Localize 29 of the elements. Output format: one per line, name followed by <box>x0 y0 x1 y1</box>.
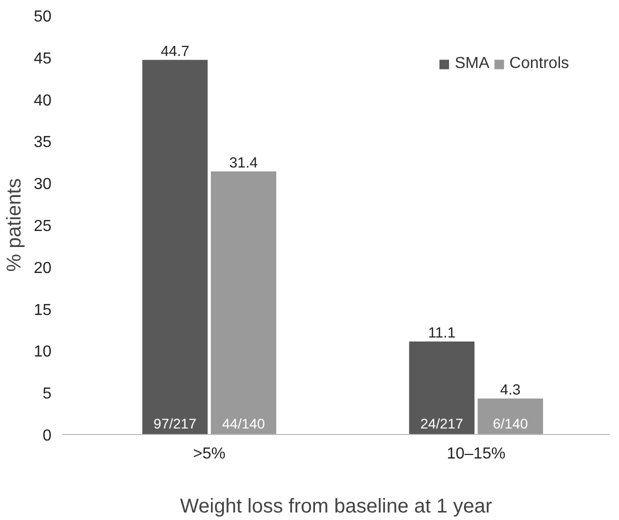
y-tick-label: 0 <box>42 428 52 444</box>
data-label: 4.3 <box>500 382 521 398</box>
y-tick-label: 20 <box>34 260 52 277</box>
x-tick-label: >5% <box>193 446 226 462</box>
bar <box>142 60 208 434</box>
data-label: 31.4 <box>229 155 258 172</box>
y-tick-label: 50 <box>34 8 52 26</box>
bar <box>409 341 474 434</box>
legend-label: Controls <box>509 55 569 73</box>
y-tick-label: 45 <box>34 50 52 68</box>
annotation: 97/217 <box>154 416 197 432</box>
annotation: 44/140 <box>222 416 266 432</box>
annotation: 24/217 <box>420 416 464 432</box>
bar <box>210 171 276 434</box>
annotation: 6/140 <box>492 416 528 432</box>
data-label: 44.7 <box>160 44 190 60</box>
legend-label: SMA <box>454 55 490 73</box>
y-tick-label: 30 <box>34 176 52 194</box>
y-tick-label: 5 <box>42 386 52 403</box>
y-tick-label: 35 <box>34 134 52 152</box>
data-label: 11.1 <box>428 325 456 342</box>
y-axis-title: % patients <box>4 178 26 272</box>
y-tick-label: 15 <box>34 302 52 319</box>
bar <box>478 398 544 434</box>
y-tick-label: 40 <box>34 92 52 110</box>
y-tick-label: 25 <box>34 218 52 235</box>
y-tick-label: 10 <box>34 344 52 361</box>
x-axis-title: Weight loss from baseline at 1 year <box>180 496 492 518</box>
x-tick-label: 10–15% <box>446 446 506 462</box>
